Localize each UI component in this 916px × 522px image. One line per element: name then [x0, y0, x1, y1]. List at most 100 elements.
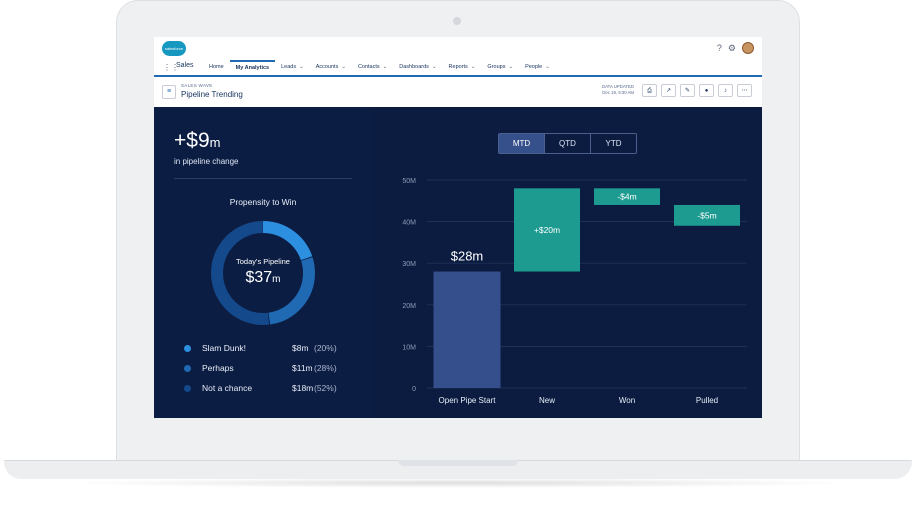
tab-accounts[interactable]: Accounts ⌄: [310, 60, 352, 75]
tab-my-analytics[interactable]: My Analytics: [229, 60, 276, 75]
global-header: salesforce ? ⚙: [154, 37, 762, 60]
waterfall-bar[interactable]: [514, 188, 580, 272]
app-name: Sales: [176, 62, 194, 69]
legend-row-slam-dunk: Slam Dunk! $8m (20%): [184, 343, 344, 355]
donut-slice: [211, 221, 315, 325]
summary-panel: +$9m in pipeline change Propensity to Wi…: [154, 107, 372, 418]
save-icon[interactable]: ⎙: [642, 84, 657, 97]
tab-groups[interactable]: Groups ⌄: [481, 60, 519, 75]
globe-icon[interactable]: ●: [699, 84, 714, 97]
legend-name: Perhaps: [202, 363, 234, 373]
legend-amount: $11m: [292, 363, 313, 373]
legend-amount: $18m: [292, 383, 314, 393]
legend-dot: [184, 345, 191, 352]
data-label: $28m: [451, 249, 484, 264]
chevron-down-icon[interactable]: ⌄: [508, 64, 514, 70]
data-label: -$5m: [697, 210, 716, 220]
period-toggle: MTD QTD YTD: [498, 133, 637, 154]
tab-reports[interactable]: Reports ⌄: [443, 60, 482, 75]
data-updated-value: Dec 19, 9:30 AM: [602, 90, 634, 95]
share-icon[interactable]: ↗: [661, 84, 676, 97]
chevron-down-icon[interactable]: ⌄: [431, 64, 437, 70]
more-icon[interactable]: ⋯: [737, 84, 752, 97]
salesforce-logo[interactable]: salesforce: [162, 41, 186, 56]
legend-name: Not a chance: [202, 383, 253, 393]
waterfall-chart: 0 10M 20M 30M 40M 50M Open Pipe Start $28m New +$…: [402, 178, 747, 405]
app-screen: salesforce ? ⚙ ⋮⋮ Sales Home My Analytic…: [154, 37, 762, 418]
chevron-down-icon[interactable]: ⌄: [341, 64, 346, 70]
legend-row-not-a-chance: Not a chance $18m (52%): [184, 383, 344, 395]
donut-center-amount: $37: [245, 269, 273, 286]
tab-label: Leads: [281, 64, 297, 70]
data-label: -$4m: [617, 192, 636, 202]
y-tick-label: 40M: [402, 220, 416, 227]
donut-slice: [211, 221, 315, 325]
gear-icon[interactable]: ⚙: [727, 43, 736, 53]
tab-contacts[interactable]: Contacts ⌄: [352, 60, 393, 75]
x-category-label: Pulled: [696, 396, 718, 405]
y-tick-label: 50M: [402, 178, 416, 185]
dashboard-icon: ≡: [162, 85, 176, 99]
tab-label: People: [525, 64, 543, 70]
header-icons: ? ⚙: [717, 41, 754, 55]
y-tick-label: 10M: [402, 344, 416, 351]
propensity-donut: [211, 221, 315, 325]
donut-center-value: $37m: [209, 269, 317, 287]
donut-center-unit: m: [272, 274, 281, 285]
period-qtd-button[interactable]: QTD: [544, 134, 590, 153]
avatar[interactable]: [742, 42, 754, 54]
page-title: Pipeline Trending: [181, 90, 243, 99]
chevron-down-icon[interactable]: ⌄: [470, 64, 476, 70]
tab-dashboards[interactable]: Dashboards ⌄: [393, 60, 442, 75]
data-updated: DATA UPDATED Dec 19, 9:30 AM: [594, 84, 634, 96]
pipeline-change-amount: +$9: [174, 129, 210, 152]
tab-label: Home: [209, 64, 224, 70]
pipeline-change-caption: in pipeline change: [174, 157, 239, 166]
tab-people[interactable]: People ⌄: [519, 60, 556, 75]
legend-row-perhaps: Perhaps $11m (28%): [184, 363, 344, 375]
tab-home[interactable]: Home: [203, 60, 230, 75]
chevron-down-icon[interactable]: ⌄: [545, 64, 550, 70]
data-label: +$20m: [534, 225, 560, 235]
nav-bar: ⋮⋮ Sales Home My Analytics Leads ⌄ Accoun…: [154, 60, 762, 77]
logo-text: salesforce: [164, 46, 184, 51]
bell-icon[interactable]: ♪: [718, 84, 733, 97]
donut-center-label: Today's Pipeline: [236, 257, 290, 266]
y-tick-label: 20M: [402, 303, 416, 310]
tab-label: Groups: [487, 64, 506, 70]
legend-dot: [184, 365, 191, 372]
waterfall-bar[interactable]: [433, 271, 501, 388]
x-category-label: Open Pipe Start: [439, 396, 497, 405]
app-launcher-icon[interactable]: ⋮⋮: [163, 63, 179, 72]
legend-name: Slam Dunk!: [202, 343, 246, 353]
legend-dot: [184, 385, 191, 392]
propensity-title: Propensity to Win: [229, 197, 297, 207]
help-icon[interactable]: ?: [716, 43, 722, 53]
legend-percent: (28%): [314, 363, 337, 373]
x-category-label: Won: [619, 396, 635, 405]
period-ytd-button[interactable]: YTD: [590, 134, 636, 153]
pipeline-change-value: +$9m: [174, 129, 220, 153]
legend-percent: (20%): [314, 343, 337, 353]
chevron-down-icon[interactable]: ⌄: [299, 64, 304, 70]
period-mtd-button[interactable]: MTD: [499, 134, 544, 153]
donut-slice: [211, 221, 315, 325]
nav-tabs: Home My Analytics Leads ⌄ Accounts ⌄ Conta…: [203, 60, 556, 75]
pipeline-change-unit: m: [209, 135, 221, 150]
legend-percent: (52%): [314, 383, 337, 393]
laptop-shadow: [60, 478, 856, 488]
legend-amount: $8m: [292, 343, 309, 353]
chevron-down-icon[interactable]: ⌄: [382, 64, 388, 70]
waterfall-bar[interactable]: [674, 204, 740, 226]
edit-icon[interactable]: ✎: [680, 84, 695, 97]
page-actions: ⎙ ↗ ✎ ● ♪ ⋯: [642, 84, 752, 97]
divider: [174, 178, 352, 179]
page-header: ≡ SALES WAVE Pipeline Trending DATA UPDA…: [154, 77, 762, 108]
tab-label: Reports: [448, 64, 468, 70]
x-category-label: New: [539, 396, 555, 405]
tab-label: Contacts: [357, 64, 380, 70]
waterfall-bar[interactable]: [594, 188, 660, 205]
tab-leads[interactable]: Leads ⌄: [275, 60, 310, 75]
y-tick-label: 30M: [402, 261, 416, 268]
data-updated-label: DATA UPDATED: [602, 84, 634, 89]
